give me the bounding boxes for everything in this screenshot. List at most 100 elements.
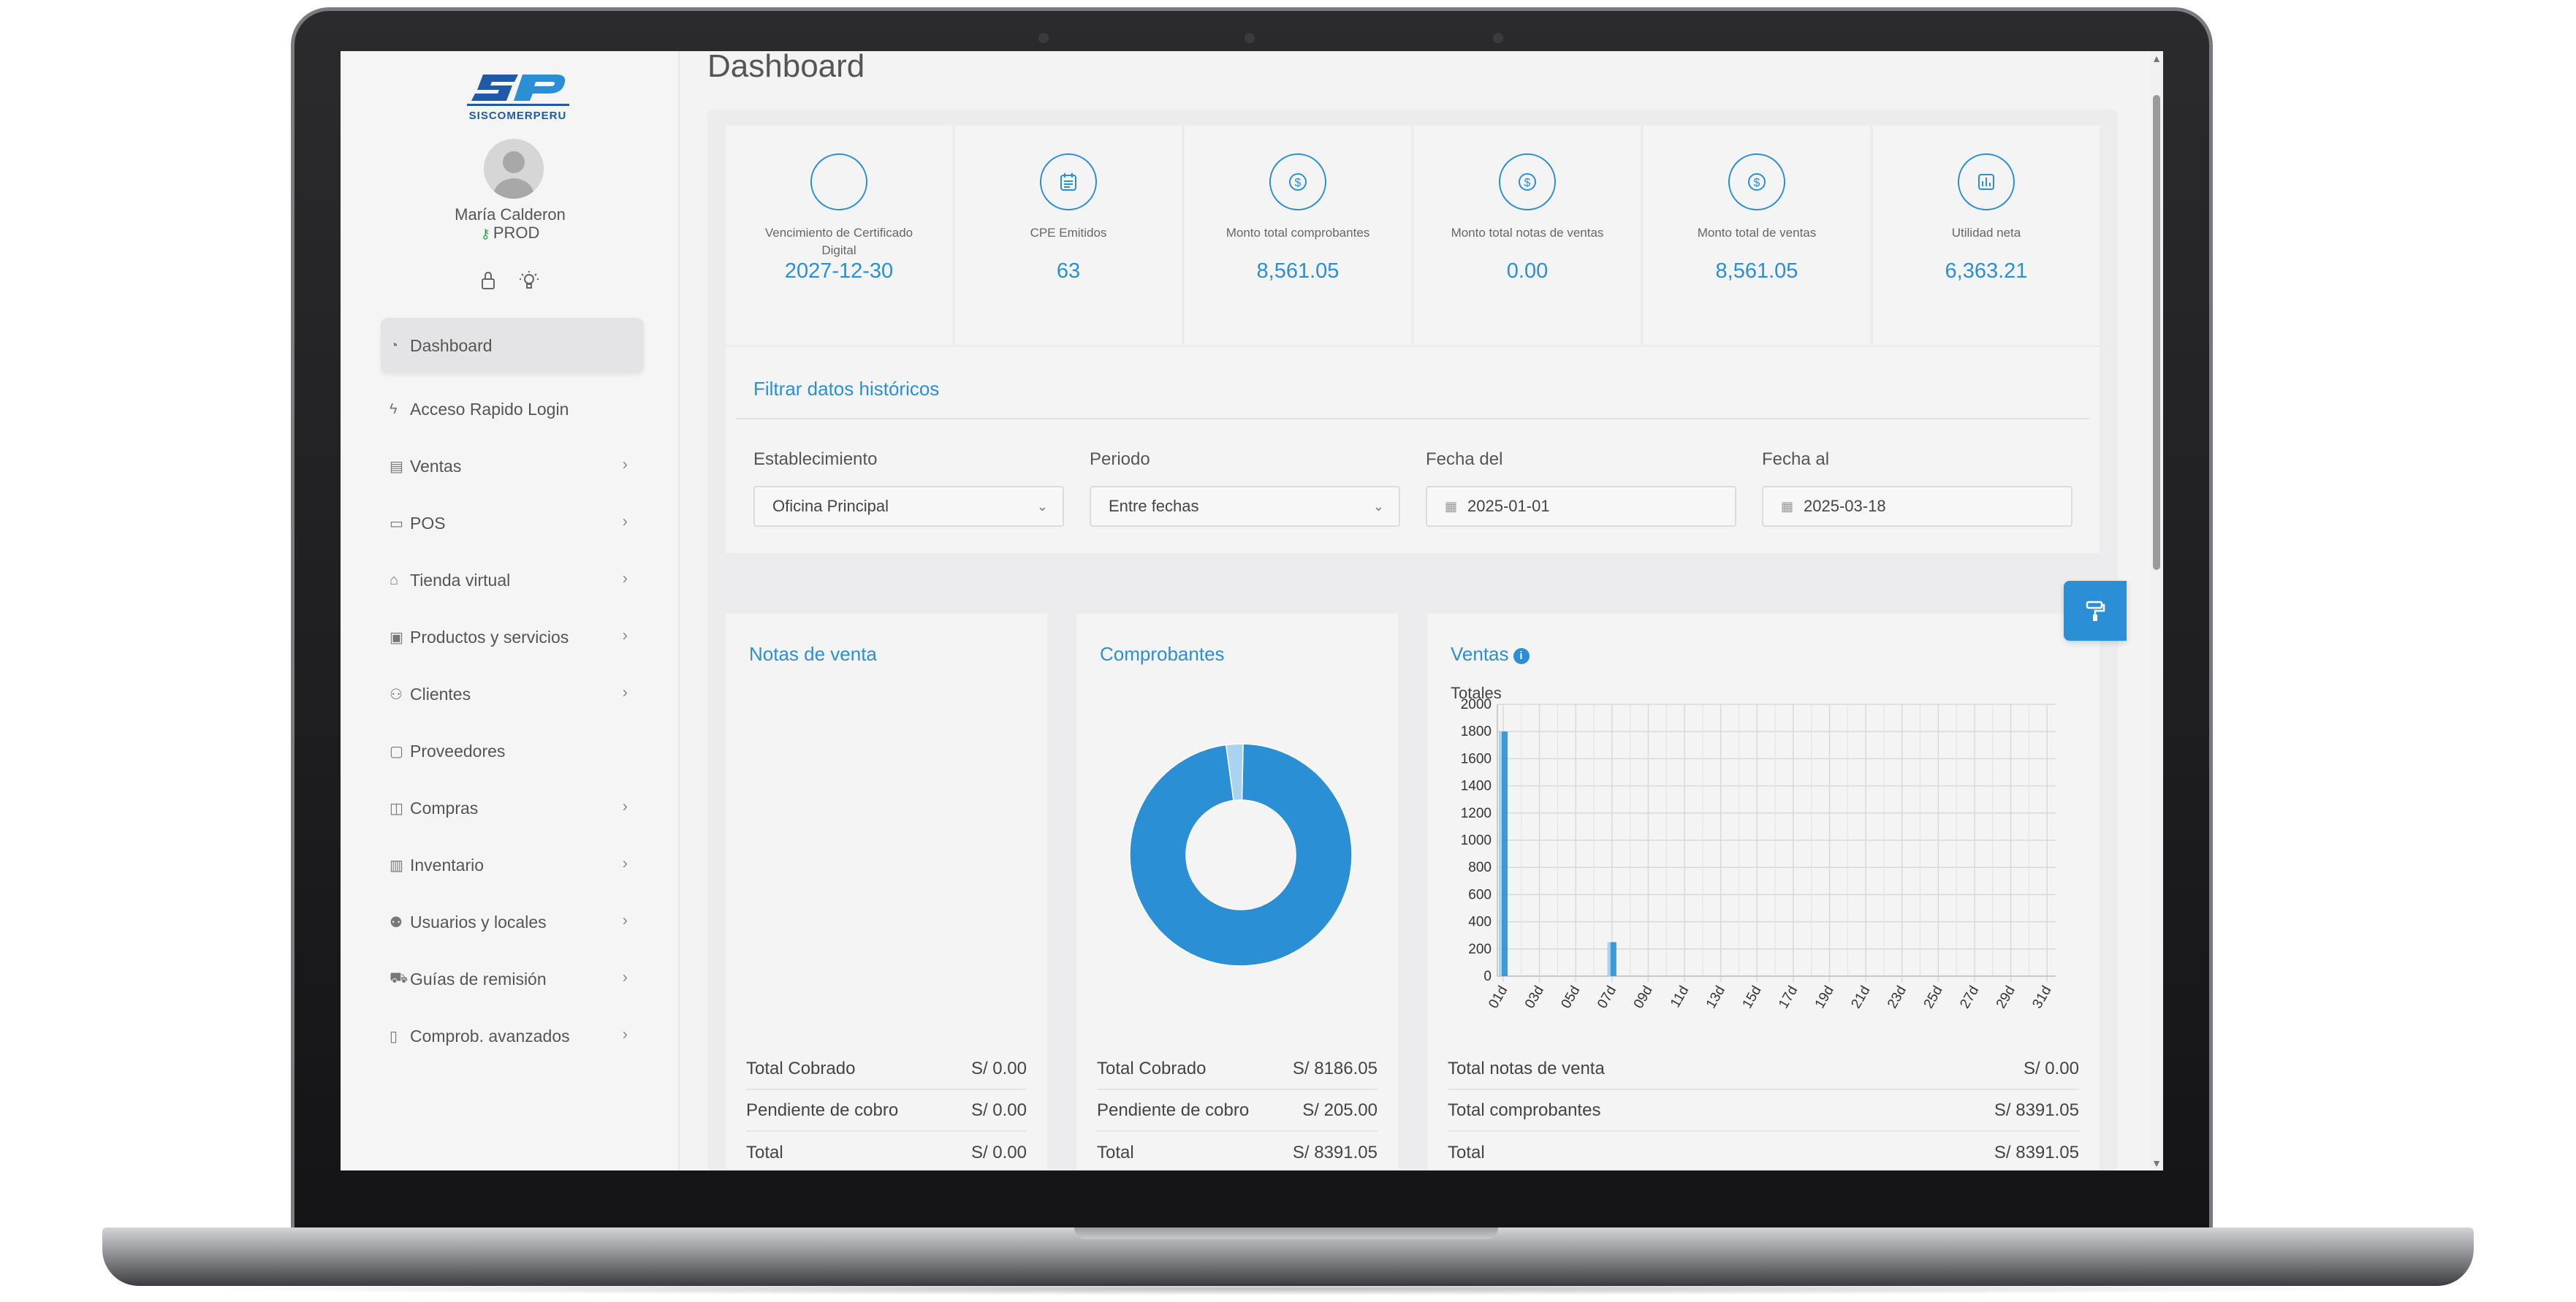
- y-tick-label: 1600: [1461, 751, 1492, 766]
- stat-label: Monto total comprobantes: [1185, 224, 1411, 242]
- lightbulb-icon[interactable]: [519, 270, 539, 297]
- sidebar-item-label: Comprob. avanzados: [410, 1027, 570, 1046]
- x-tick-label: 11d: [1668, 983, 1692, 1010]
- stat-card-certificado: Vencimiento de Certificado Digital 2027-…: [726, 126, 952, 345]
- sidebar-item-proveedores[interactable]: ▢ Proveedores: [381, 723, 644, 780]
- y-tick-label: 200: [1468, 942, 1492, 957]
- sidebar-item-pos[interactable]: ▭ POS ›: [381, 495, 644, 552]
- x-tick-label: 13d: [1703, 983, 1728, 1011]
- calendar-icon: ▦: [1445, 499, 1457, 514]
- page-title: Dashboard: [707, 51, 865, 85]
- dollar-coin-icon: $: [1728, 153, 1785, 210]
- chevron-right-icon: ›: [623, 625, 628, 644]
- sidebar-item-dashboard[interactable]: ◔ Dashboard: [381, 318, 644, 373]
- x-tick-label: 19d: [1812, 983, 1837, 1011]
- sidebar-item-label: Tienda virtual: [410, 571, 510, 590]
- vertical-scrollbar[interactable]: ▲ ▼: [2150, 51, 2163, 1170]
- chevron-right-icon: ›: [623, 1024, 628, 1043]
- stat-label: Utilidad neta: [1873, 224, 2100, 242]
- stat-value: 8,561.05: [1644, 259, 1870, 283]
- briefcase-icon: ▢: [390, 742, 410, 761]
- y-tick-label: 800: [1468, 860, 1492, 875]
- chevron-down-icon: ⌄: [1373, 499, 1384, 514]
- bar-highlight: [1499, 731, 1502, 976]
- dashboard-gauge-icon: ◔: [390, 338, 410, 354]
- chevron-right-icon: ›: [623, 568, 628, 587]
- x-tick-label: 05d: [1559, 983, 1584, 1011]
- y-tick-label: 2000: [1461, 697, 1492, 712]
- key-icon: ⚷: [481, 226, 490, 241]
- row-label: Total comprobantes: [1448, 1100, 1600, 1121]
- card-title: Ventas i: [1451, 643, 1530, 666]
- notas-venta-card: Notas de venta Total Cobrado S/ 0.00 Pend…: [726, 614, 1047, 1169]
- divider: [736, 418, 2089, 419]
- comprobantes-summary: Total Cobrado S/ 8186.05 Pendiente de cob…: [1097, 1048, 1378, 1170]
- x-tick-label: 03d: [1522, 983, 1547, 1011]
- card-title: Notas de venta: [749, 643, 877, 666]
- ventas-title: Ventas: [1451, 643, 1509, 665]
- establecimiento-value: Oficina Principal: [772, 497, 889, 516]
- scrollbar-thumb[interactable]: [2153, 95, 2160, 570]
- sidebar-item-label: Guías de remisión: [410, 970, 547, 989]
- y-tick-label: 0: [1483, 969, 1492, 984]
- sidebar-item-clientes[interactable]: ⚇ Clientes ›: [381, 666, 644, 723]
- chevron-down-icon: ⌄: [1037, 499, 1048, 514]
- sidebar-item-guias[interactable]: ⛟ Guías de remisión ›: [381, 951, 644, 1008]
- establecimiento-field: Establecimiento Oficina Principal ⌄: [753, 449, 1064, 527]
- user-silhouette-icon: [484, 139, 544, 199]
- sidebar-item-ventas[interactable]: ▤ Ventas ›: [381, 438, 644, 495]
- sidebar-item-usuarios[interactable]: ⚉ Usuarios y locales ›: [381, 894, 644, 951]
- sidebar-item-productos[interactable]: ▣ Productos y servicios ›: [381, 609, 644, 666]
- x-tick-label: 09d: [1631, 983, 1656, 1011]
- dollar-coin-icon: $: [1499, 153, 1556, 210]
- table-row: Total S/ 0.00: [746, 1132, 1027, 1170]
- theme-customizer-button[interactable]: [2064, 581, 2127, 641]
- bar-svg: Totales 0 200 400 600 800 1000 1200 1400 1600 1800…: [1449, 687, 2078, 1030]
- sp-logo-icon: [461, 72, 574, 110]
- brand-logo[interactable]: SISCOMERPERU: [461, 72, 574, 123]
- sidebar-item-tienda-virtual[interactable]: ⌂ Tienda virtual ›: [381, 552, 644, 609]
- sidebar: SISCOMERPERU María Calderon ⚷ PROD ◔ Dashb…: [341, 51, 680, 1170]
- x-tick-label: 23d: [1885, 983, 1910, 1011]
- scroll-down-arrow-icon[interactable]: ▼: [2151, 1157, 2162, 1169]
- fecha-al-input[interactable]: ▦ 2025-03-18: [1762, 486, 2072, 527]
- stat-label: Monto total notas de ventas: [1414, 224, 1641, 242]
- chevron-right-icon: ›: [623, 910, 628, 929]
- sidebar-item-label: Inventario: [410, 856, 484, 875]
- empty-circle-icon: [810, 153, 867, 210]
- avatar[interactable]: [484, 139, 544, 199]
- scroll-up-arrow-icon[interactable]: ▲: [2151, 53, 2162, 64]
- people-icon: ⚉: [390, 913, 410, 932]
- users-icon: ⚇: [390, 685, 410, 704]
- row-value: S/ 8391.05: [1994, 1100, 2079, 1121]
- fecha-al-field: Fecha al ▦ 2025-03-18: [1762, 449, 2072, 527]
- store-icon: ⌂: [390, 572, 410, 589]
- info-icon[interactable]: i: [1513, 648, 1530, 664]
- row-value: S/ 205.00: [1302, 1100, 1378, 1121]
- sidebar-item-compras[interactable]: ◫ Compras ›: [381, 780, 644, 837]
- svg-text:$: $: [1524, 177, 1531, 189]
- row-label: Total: [1448, 1143, 1485, 1163]
- sidebar-item-inventario[interactable]: ▥ Inventario ›: [381, 837, 644, 894]
- table-row: Total Cobrado S/ 8186.05: [1097, 1048, 1378, 1090]
- y-tick-label: 1400: [1461, 779, 1492, 794]
- sidebar-item-label: Productos y servicios: [410, 628, 569, 647]
- row-label: Total Cobrado: [1097, 1059, 1206, 1079]
- sidebar-item-acceso-rapido[interactable]: ϟ Acceso Rapido Login: [381, 381, 644, 438]
- bar-highlight: [1608, 943, 1611, 977]
- establecimiento-select[interactable]: Oficina Principal ⌄: [753, 486, 1064, 527]
- row-label: Total notas de venta: [1448, 1059, 1605, 1079]
- filter-title[interactable]: Filtrar datos históricos: [753, 378, 939, 400]
- y-tick-label: 1000: [1461, 833, 1492, 848]
- fecha-del-input[interactable]: ▦ 2025-01-01: [1426, 486, 1736, 527]
- x-tick-label: 25d: [1921, 983, 1946, 1011]
- stat-value: 2027-12-30: [726, 259, 952, 283]
- stat-value: 8,561.05: [1185, 259, 1411, 283]
- stat-value: 63: [955, 259, 1182, 283]
- y-tick-label: 1200: [1461, 806, 1492, 821]
- y-tick-label: 1800: [1461, 724, 1492, 739]
- sidebar-item-comprob-avanzados[interactable]: ▯ Comprob. avanzados ›: [381, 1008, 644, 1065]
- lock-icon[interactable]: [479, 270, 497, 297]
- row-value: S/ 8186.05: [1293, 1059, 1378, 1079]
- periodo-select[interactable]: Entre fechas ⌄: [1090, 486, 1400, 527]
